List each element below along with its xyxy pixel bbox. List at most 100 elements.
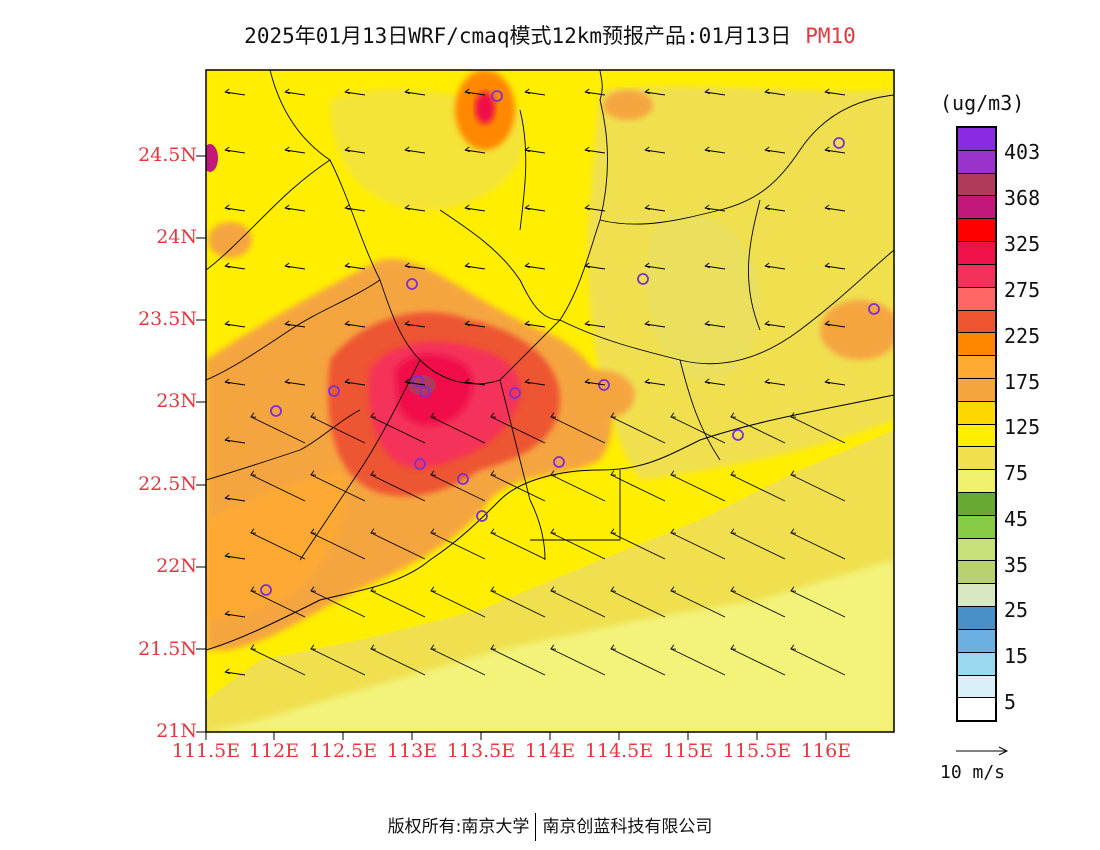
wind-arrow <box>765 207 786 212</box>
wind-arrow-head <box>584 378 591 385</box>
legend-label: 275 <box>1004 278 1041 302</box>
wind-arrow-head <box>524 378 531 385</box>
wind-arrow-head <box>404 146 411 153</box>
wind-arrow <box>585 265 606 270</box>
legend-label: 25 <box>1004 598 1029 622</box>
wind-arrow <box>285 149 306 154</box>
wind-arrow-head <box>730 470 737 476</box>
wind-arrow <box>610 532 666 560</box>
color-bar-segment <box>958 172 995 196</box>
wind-arrow <box>705 381 726 386</box>
wind-arrow <box>405 323 426 328</box>
wind-arrow-head <box>344 88 351 95</box>
wind-arrow <box>790 416 846 444</box>
wind-arrow-head <box>250 586 257 592</box>
wind-arrow <box>730 474 786 502</box>
legend-label: 15 <box>1004 644 1029 668</box>
wind-arrow <box>405 265 426 270</box>
wind-arrow-head <box>790 412 797 418</box>
lat-label: 24.5N <box>138 144 197 166</box>
wind-arrow-head <box>430 470 437 476</box>
lat-label: 24N <box>156 226 197 248</box>
wind-arrow <box>825 381 846 386</box>
wind-arrow <box>670 532 726 560</box>
wind-arrow <box>370 532 426 560</box>
wind-arrow <box>765 91 786 96</box>
lon-label: 112.5E <box>308 740 378 762</box>
lon-label: 115.5E <box>722 740 792 762</box>
wind-arrow <box>490 590 546 618</box>
wind-arrow-head <box>764 146 771 153</box>
wind-arrow <box>550 532 606 560</box>
wind-arrow <box>585 381 606 386</box>
wind-arrow-head <box>344 320 351 327</box>
color-bar-segment <box>958 241 995 264</box>
wind-arrow <box>345 381 366 386</box>
wind-arrow <box>370 474 426 502</box>
wind-arrow <box>310 648 366 676</box>
concentration-field <box>206 70 894 732</box>
wind-arrow <box>250 648 306 676</box>
color-bar-segment <box>958 651 995 675</box>
wind-arrow-head <box>430 412 437 418</box>
color-bar-segment <box>958 583 995 607</box>
wind-arrow-head <box>584 262 591 269</box>
wind-arrow <box>225 439 246 444</box>
wind-arrow <box>730 416 786 444</box>
lon-label: 115E <box>662 740 714 762</box>
wind-arrow-head <box>790 528 797 534</box>
wind-arrow <box>465 265 486 270</box>
wind-arrow <box>790 590 846 618</box>
wind-arrow-head <box>224 262 231 269</box>
wind-arrow-head <box>224 378 231 385</box>
legend-label: 325 <box>1004 232 1041 256</box>
wind-arrow <box>645 323 666 328</box>
wind-arrow <box>370 590 426 618</box>
map-title: 2025年01月13日WRF/cmaq模式12km预报产品:01月13日 PM10 <box>0 20 1100 50</box>
wind-arrow <box>525 207 546 212</box>
wind-arrow-head <box>284 320 291 327</box>
wind-arrow-head <box>464 262 471 269</box>
lon-label: 114.5E <box>584 740 654 762</box>
wind-arrow <box>705 323 726 328</box>
wind-arrow-head <box>284 262 291 269</box>
wind-arrow-head <box>670 412 677 418</box>
wind-arrow-head <box>610 528 617 534</box>
wind-arrow <box>525 381 546 386</box>
wind-arrow <box>225 91 246 96</box>
wind-arrow-head <box>764 378 771 385</box>
wind-arrow-head <box>250 644 257 650</box>
wind-arrow <box>790 532 846 560</box>
wind-arrow <box>825 149 846 154</box>
wind-arrow <box>225 613 246 618</box>
wind-arrow-head <box>310 644 317 650</box>
wind-arrow <box>610 648 666 676</box>
lat-label: 23N <box>156 390 197 412</box>
legend-unit: (ug/m3) <box>940 91 1025 115</box>
wind-arrow-head <box>584 204 591 211</box>
title-text: 2025年01月13日WRF/cmaq模式12km预报产品:01月13日 <box>244 24 792 48</box>
wind-arrow-head <box>644 378 651 385</box>
wind-arrow <box>670 648 726 676</box>
wind-arrow <box>285 323 306 328</box>
wind-arrow-head <box>764 320 771 327</box>
wind-arrow-head <box>370 528 377 534</box>
wind-arrow <box>730 532 786 560</box>
wind-arrow-head <box>224 320 231 327</box>
wind-arrow-head <box>524 88 531 95</box>
wind-arrow-head <box>824 146 831 153</box>
wind-arrow-head <box>224 204 231 211</box>
wind-arrow-head <box>644 262 651 269</box>
wind-arrow <box>405 381 426 386</box>
wind-arrow <box>790 474 846 502</box>
wind-arrow-head <box>670 470 677 476</box>
wind-arrow <box>765 381 786 386</box>
wind-arrow-head <box>490 412 497 418</box>
wind-arrow-head <box>764 262 771 269</box>
lat-label: 22N <box>156 555 197 577</box>
wind-arrow-head <box>610 644 617 650</box>
wind-arrow <box>285 265 306 270</box>
lon-label: 114E <box>524 740 576 762</box>
wind-arrow <box>345 323 366 328</box>
